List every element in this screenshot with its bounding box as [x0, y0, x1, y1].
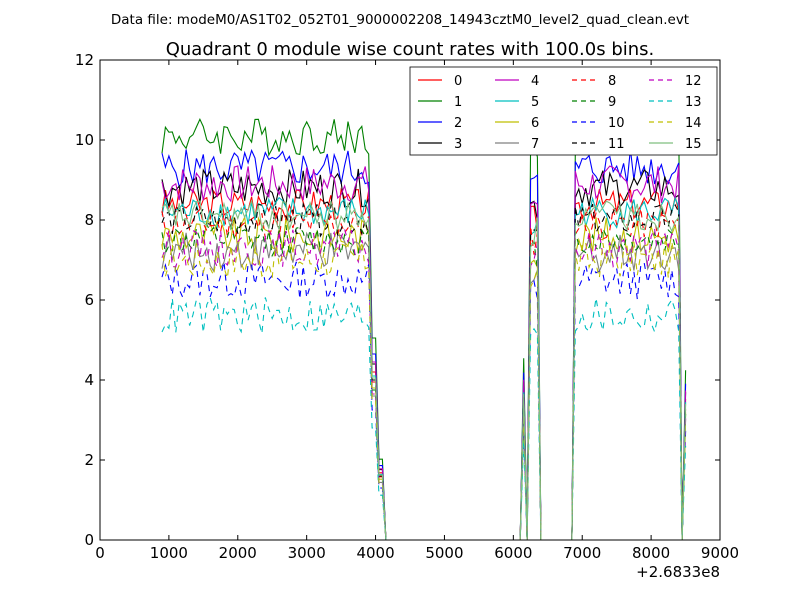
- x-tick-label: 3000: [288, 544, 326, 562]
- y-tick-label: 6: [84, 291, 94, 309]
- series-line-13: [161, 296, 687, 540]
- x-tick-label: 2000: [219, 544, 257, 562]
- legend-box: [409, 66, 718, 156]
- series-line-2: [161, 148, 687, 540]
- y-tick-label: 8: [84, 211, 94, 229]
- series-layer: [161, 117, 687, 540]
- x-tick-label: 5000: [425, 544, 463, 562]
- legend-label: 0: [454, 74, 462, 89]
- figure-suptitle: Data file: modeM0/AS1T02_052T01_90000022…: [111, 12, 689, 28]
- x-tick-label: 8000: [632, 544, 670, 562]
- legend-label: 2: [454, 116, 462, 131]
- legend-label: 1: [454, 95, 462, 110]
- y-tick-label: 4: [84, 371, 94, 389]
- series-line-4: [161, 165, 687, 540]
- series-line-12: [161, 226, 687, 540]
- y-tick-label: 2: [84, 451, 94, 469]
- legend-label: 13: [685, 95, 702, 110]
- legend-label: 4: [531, 74, 539, 89]
- chart-title: Quadrant 0 module wise count rates with …: [166, 39, 655, 60]
- legend-label: 9: [608, 95, 616, 110]
- legend-label: 10: [608, 116, 625, 131]
- y-tick-label: 12: [75, 51, 94, 69]
- legend-label: 7: [531, 137, 539, 152]
- x-axis-offset-label: +2.6833e8: [636, 563, 720, 581]
- series-line-15: [161, 199, 687, 540]
- x-tick-label: 7000: [563, 544, 601, 562]
- series-line-5: [161, 196, 687, 540]
- y-tick-label: 10: [75, 131, 94, 149]
- series-line-0: [161, 187, 687, 540]
- x-axis: 0 1000 2000 3000 4000 5000 6000 7000 8000 9000: [95, 60, 739, 562]
- legend-label: 14: [685, 116, 702, 131]
- series-line-8: [161, 208, 687, 540]
- legend-label: 12: [685, 74, 702, 89]
- series-line-14: [161, 240, 687, 540]
- series-line-7: [161, 231, 687, 540]
- legend-label: 5: [531, 95, 539, 110]
- legend-label: 6: [531, 116, 539, 131]
- x-tick-label: 4000: [356, 544, 394, 562]
- x-tick-label: 9000: [701, 544, 739, 562]
- legend-label: 8: [608, 74, 616, 89]
- series-line-6: [161, 215, 687, 540]
- series-line-11: [161, 201, 687, 540]
- x-tick-label: 6000: [494, 544, 532, 562]
- legend-label: 3: [454, 137, 462, 152]
- series-line-9: [161, 222, 687, 540]
- legend-label: 15: [685, 137, 702, 152]
- x-tick-label: 0: [95, 544, 105, 562]
- legend-label: 11: [608, 137, 625, 152]
- x-tick-label: 1000: [150, 544, 188, 562]
- y-tick-label: 0: [84, 531, 94, 549]
